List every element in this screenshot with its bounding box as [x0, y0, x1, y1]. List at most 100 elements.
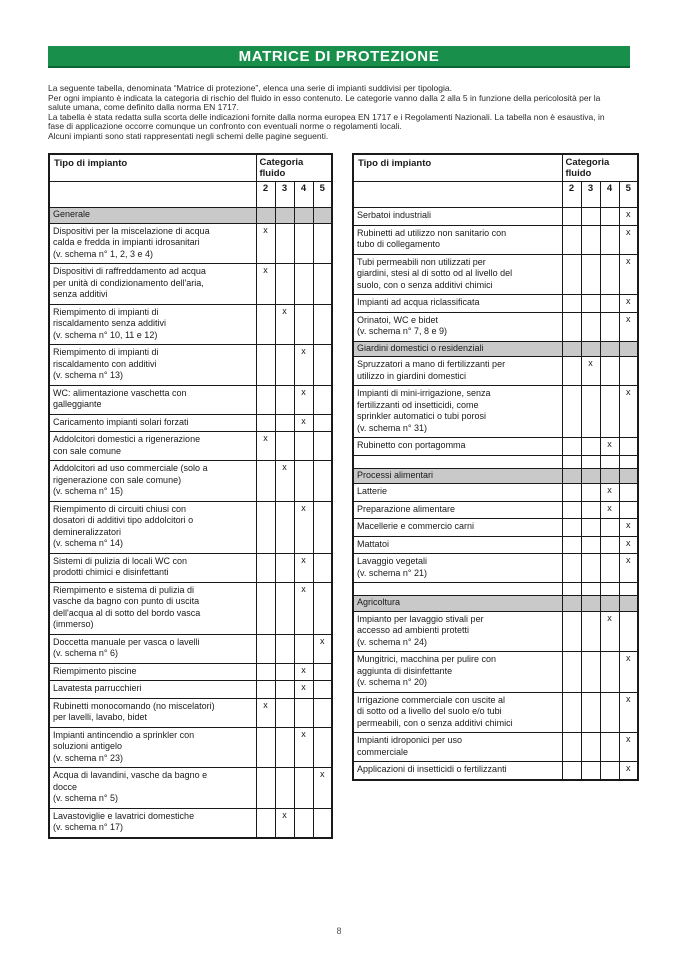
impianto-row: Orinatoi, WC e bidet (v. schema n° 7, 8 … — [352, 311, 639, 342]
category-cell — [312, 662, 333, 681]
category-mark-cell: x — [599, 437, 620, 456]
category-mark-cell: x — [293, 552, 314, 583]
impianto-label: Caricamento impianti solari forzati — [48, 413, 257, 432]
category-cell — [561, 385, 582, 438]
category-cell — [599, 340, 620, 357]
category-cell — [561, 691, 582, 733]
impianto-row: Rubinetto con portagomma x — [352, 437, 639, 456]
intro-line: La seguente tabella, denominata “Matrice… — [48, 83, 452, 93]
category-cell — [255, 552, 276, 583]
impianto-row: Rubinetti monocomando (no miscelatori) p… — [48, 697, 333, 728]
impianto-row: Acqua di lavandini, vasche da bagno e do… — [48, 767, 333, 809]
impianto-row: Spruzzatori a mano di fertilizzanti per … — [352, 356, 639, 386]
impianto-row: Applicazioni di insetticidi o fertilizza… — [352, 761, 639, 780]
category-cell — [561, 500, 582, 519]
category-cell — [580, 253, 601, 295]
category-mark-cell: x — [255, 263, 276, 305]
category-cell — [293, 633, 314, 664]
impianto-label: Preparazione alimentare — [352, 500, 563, 519]
impianto-row: Serbatoi industriali x — [352, 207, 639, 226]
impianto-label: Impianto per lavaggio stivali per access… — [352, 610, 563, 652]
category-cell — [618, 356, 639, 386]
category-cell — [293, 207, 314, 224]
impianto-label: WC: alimentazione vaschetta con galleggi… — [48, 384, 257, 415]
category-cell — [274, 726, 295, 768]
category-cell — [255, 384, 276, 415]
column-header-cat-2: 2 — [561, 181, 582, 208]
category-cell — [599, 311, 620, 342]
category-cell — [293, 263, 314, 305]
column-header-cat-4: 4 — [599, 181, 620, 208]
category-cell — [580, 595, 601, 612]
category-cell — [618, 500, 639, 519]
category-cell — [312, 807, 333, 838]
impianto-row: Riempimento di impianti di riscaldamento… — [48, 303, 333, 345]
category-cell — [255, 581, 276, 635]
intro-paragraph: La seguente tabella, denominata “Matrice… — [48, 83, 634, 142]
category-cell — [561, 483, 582, 502]
impianto-label: Lavastoviglie e lavatrici domestiche (v.… — [48, 807, 257, 838]
impianto-label: Acqua di lavandini, vasche da bagno e do… — [48, 767, 257, 809]
impianto-label: Lavaggio vegetali (v. schema n° 21) — [352, 553, 563, 583]
category-mark-cell: x — [618, 253, 639, 295]
category-cell — [561, 610, 582, 652]
category-mark-cell: x — [618, 553, 639, 583]
category-mark-cell: x — [293, 344, 314, 386]
column-header-tipo-impianto: Tipo di impianto — [48, 153, 257, 182]
category-cell — [312, 431, 333, 461]
category-cell — [599, 553, 620, 583]
category-cell — [580, 385, 601, 438]
category-mark-cell: x — [312, 767, 333, 809]
category-cell — [274, 222, 295, 264]
section-title: Agricoltura — [352, 595, 563, 612]
category-mark-cell: x — [618, 294, 639, 313]
section-title: Generale — [48, 207, 257, 224]
impianto-row: Tubi permeabili non utilizzati per giard… — [352, 253, 639, 295]
category-cell — [255, 303, 276, 345]
impianto-row: Addolcitori domestici a rigenerazione co… — [48, 431, 333, 461]
section-title: Processi alimentari — [352, 467, 563, 484]
category-cell — [599, 207, 620, 226]
category-cell — [255, 662, 276, 681]
impianto-row: Dispositivi per la miscelazione di acqua… — [48, 222, 333, 264]
category-cell — [580, 483, 601, 502]
empty-header-cell — [48, 181, 257, 208]
impianto-label: Riempimento e sistema di pulizia di vasc… — [48, 581, 257, 635]
table-header-row: Tipo di impianto Categoria fluido — [352, 153, 639, 182]
category-cell — [599, 761, 620, 780]
category-cell — [580, 224, 601, 255]
impianto-label: Mungitrici, macchina per pulire con aggi… — [352, 651, 563, 693]
impianto-label: Macellerie e commercio carni — [352, 518, 563, 537]
intro-line: Alcuni impianti sono stati rappresentati… — [48, 130, 329, 141]
category-mark-cell: x — [599, 610, 620, 652]
impianto-label: Doccetta manuale per vasca o lavelli (v.… — [48, 633, 257, 664]
category-mark-cell: x — [293, 384, 314, 415]
impianto-row: Riempimento di circuiti chiusi con dosat… — [48, 500, 333, 554]
impianto-label — [352, 582, 563, 596]
column-header-tipo-impianto: Tipo di impianto — [352, 153, 563, 182]
category-cell — [255, 207, 276, 224]
impianto-row: Riempimento piscine x — [48, 662, 333, 681]
category-mark-cell: x — [618, 535, 639, 554]
category-cell — [618, 610, 639, 652]
category-mark-cell: x — [618, 651, 639, 693]
category-cell — [312, 344, 333, 386]
page-number: 8 — [336, 926, 342, 936]
category-cell — [618, 340, 639, 357]
impianto-label: Irrigazione commerciale con uscite al di… — [352, 691, 563, 733]
impianto-label: Orinatoi, WC e bidet (v. schema n° 7, 8 … — [352, 311, 563, 342]
matrice-table-right: Tipo di impianto Categoria fluido 2 3 4 … — [352, 153, 640, 781]
category-cell — [274, 662, 295, 681]
category-cell — [312, 697, 333, 728]
category-mark-cell: x — [274, 807, 295, 838]
section-header-row: Agricoltura — [352, 595, 639, 612]
category-mark-cell: x — [293, 662, 314, 681]
category-cell — [599, 595, 620, 612]
impianto-row: Impianto per lavaggio stivali per access… — [352, 610, 639, 652]
category-cell — [580, 467, 601, 484]
impianto-row: Impianti antincendio a sprinkler con sol… — [48, 726, 333, 768]
category-cell — [561, 553, 582, 583]
category-mark-cell: x — [618, 518, 639, 537]
column-header-categoria-fluido: Categoria fluido — [255, 153, 333, 182]
category-mark-cell: x — [255, 697, 276, 728]
